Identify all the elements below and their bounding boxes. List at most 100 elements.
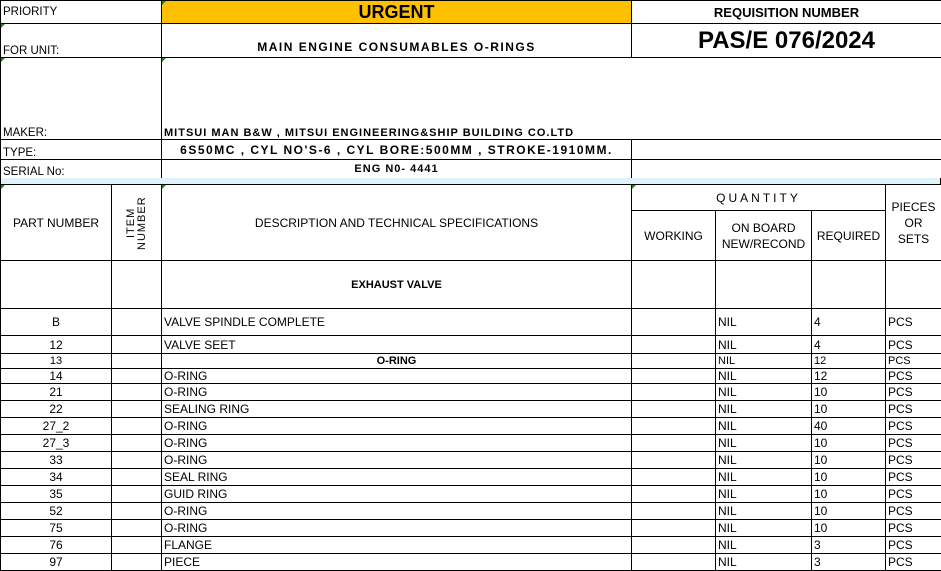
description-cell[interactable]: O-RING	[161, 519, 632, 537]
required-cell[interactable]: 10	[811, 434, 886, 452]
description-cell[interactable]: O-RING	[161, 502, 632, 520]
unit-cell[interactable]: PCS	[885, 368, 941, 384]
on-board-cell[interactable]: NIL	[715, 335, 812, 354]
item-number-cell[interactable]	[111, 368, 162, 384]
serial-value[interactable]: ENG N0- 4441	[161, 159, 632, 179]
item-number-cell[interactable]	[111, 335, 162, 354]
required-cell[interactable]: 12	[811, 368, 886, 384]
on-board-cell[interactable]: NIL	[715, 353, 812, 369]
unit-cell[interactable]: PCS	[885, 519, 941, 537]
part-number-cell[interactable]: 97	[0, 553, 112, 571]
part-number-cell[interactable]: 27_3	[0, 434, 112, 452]
required-cell[interactable]: 10	[811, 400, 886, 418]
description-cell[interactable]: GUID RING	[161, 485, 632, 503]
unit-cell[interactable]: PCS	[885, 308, 941, 336]
unit-cell[interactable]: PCS	[885, 536, 941, 554]
item-number-cell[interactable]	[111, 451, 162, 469]
description-cell[interactable]: FLANGE	[161, 536, 632, 554]
required-cell[interactable]: 40	[811, 417, 886, 435]
required-cell[interactable]: 10	[811, 485, 886, 503]
unit-cell[interactable]: PCS	[885, 502, 941, 520]
serial-extra-cell[interactable]	[631, 159, 941, 179]
part-number-cell[interactable]: 76	[0, 536, 112, 554]
working-cell[interactable]	[631, 485, 716, 503]
item-number-cell[interactable]	[111, 353, 162, 369]
working-cell[interactable]	[631, 434, 716, 452]
description-cell[interactable]: O-RING	[161, 434, 632, 452]
required-cell[interactable]: 3	[811, 553, 886, 571]
required-cell[interactable]: 4	[811, 308, 886, 336]
description-cell[interactable]: O-RING	[161, 383, 632, 401]
description-cell[interactable]: O-RING	[161, 451, 632, 469]
working-cell[interactable]	[631, 308, 716, 336]
item-number-cell[interactable]	[111, 536, 162, 554]
required-cell[interactable]: 10	[811, 502, 886, 520]
part-number-cell[interactable]: 34	[0, 468, 112, 486]
part-number-cell[interactable]: 35	[0, 485, 112, 503]
required-cell[interactable]: 10	[811, 383, 886, 401]
unit-cell[interactable]: PCS	[885, 400, 941, 418]
working-cell[interactable]	[631, 353, 716, 369]
part-number-cell[interactable]: 12	[0, 335, 112, 354]
required-cell[interactable]: 10	[811, 468, 886, 486]
item-number-cell[interactable]	[111, 400, 162, 418]
required-cell[interactable]: 12	[811, 353, 886, 369]
description-cell[interactable]: O-RING	[161, 417, 632, 435]
working-cell[interactable]	[631, 417, 716, 435]
for-unit-value[interactable]: MAIN ENGINE CONSUMABLES O-RINGS	[161, 23, 632, 58]
working-cell[interactable]	[631, 368, 716, 384]
required-cell[interactable]: 4	[811, 335, 886, 354]
on-board-cell[interactable]: NIL	[715, 468, 812, 486]
on-board-cell[interactable]: NIL	[715, 536, 812, 554]
on-board-cell[interactable]: NIL	[715, 308, 812, 336]
on-board-cell[interactable]: NIL	[715, 451, 812, 469]
item-number-cell[interactable]	[111, 502, 162, 520]
requisition-number[interactable]: PAS/E 076/2024	[631, 23, 941, 58]
part-number-cell[interactable]: 75	[0, 519, 112, 537]
working-cell[interactable]	[631, 502, 716, 520]
unit-cell[interactable]: PCS	[885, 468, 941, 486]
unit-cell[interactable]: PCS	[885, 335, 941, 354]
on-board-cell[interactable]: NIL	[715, 502, 812, 520]
on-board-cell[interactable]: NIL	[715, 383, 812, 401]
working-cell[interactable]	[631, 553, 716, 571]
type-value[interactable]: 6S50MC , CYL NO'S-6 , CYL BORE:500MM , S…	[161, 139, 632, 160]
description-cell[interactable]: VALVE SPINDLE COMPLETE	[161, 308, 632, 336]
part-number-cell[interactable]: 13	[0, 353, 112, 369]
priority-value[interactable]: URGENT	[161, 0, 632, 24]
unit-cell[interactable]: PCS	[885, 353, 941, 369]
description-cell[interactable]: O-RING	[161, 368, 632, 384]
part-number-cell[interactable]: B	[0, 308, 112, 336]
on-board-cell[interactable]: NIL	[715, 553, 812, 571]
item-number-cell[interactable]	[111, 468, 162, 486]
maker-value[interactable]: MITSUI MAN B&W , MITSUI ENGINEERING&SHIP…	[161, 57, 941, 140]
item-number-cell[interactable]	[111, 519, 162, 537]
working-cell[interactable]	[631, 468, 716, 486]
unit-cell[interactable]: PCS	[885, 434, 941, 452]
part-number-cell[interactable]: 27_2	[0, 417, 112, 435]
unit-cell[interactable]: PCS	[885, 417, 941, 435]
part-number-cell[interactable]: 21	[0, 383, 112, 401]
on-board-cell[interactable]: NIL	[715, 434, 812, 452]
on-board-cell[interactable]: NIL	[715, 400, 812, 418]
description-cell[interactable]: VALVE SEET	[161, 335, 632, 354]
item-number-cell[interactable]	[111, 383, 162, 401]
item-number-cell[interactable]	[111, 417, 162, 435]
on-board-cell[interactable]: NIL	[715, 368, 812, 384]
item-number-cell[interactable]	[111, 434, 162, 452]
item-number-cell[interactable]	[111, 485, 162, 503]
required-cell[interactable]: 10	[811, 519, 886, 537]
unit-cell[interactable]: PCS	[885, 485, 941, 503]
unit-cell[interactable]: PCS	[885, 383, 941, 401]
working-cell[interactable]	[631, 335, 716, 354]
description-cell[interactable]: O-RING	[161, 353, 632, 369]
working-cell[interactable]	[631, 519, 716, 537]
item-number-cell[interactable]	[111, 308, 162, 336]
unit-cell[interactable]: PCS	[885, 451, 941, 469]
on-board-cell[interactable]: NIL	[715, 519, 812, 537]
type-extra-cell[interactable]	[631, 139, 941, 160]
on-board-cell[interactable]: NIL	[715, 417, 812, 435]
working-cell[interactable]	[631, 451, 716, 469]
working-cell[interactable]	[631, 536, 716, 554]
description-cell[interactable]: SEALING RING	[161, 400, 632, 418]
